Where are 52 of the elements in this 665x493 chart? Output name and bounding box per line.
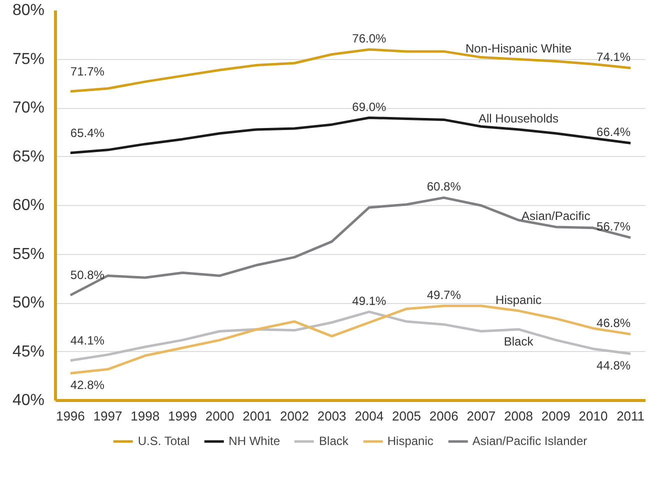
x-tick-label: 2011 xyxy=(616,408,645,424)
annotation: 46.8% xyxy=(596,316,631,330)
x-tick-label: 2002 xyxy=(280,408,309,424)
y-tick-label: 40% xyxy=(12,392,45,409)
annotation: 44.1% xyxy=(70,334,105,348)
y-tick-label: 80% xyxy=(12,2,45,19)
x-tick-label: 1997 xyxy=(93,408,122,424)
y-tick-label: 45% xyxy=(12,343,45,360)
x-tick-label: 2005 xyxy=(392,408,421,424)
x-tick-label: 2007 xyxy=(466,408,496,424)
annotation: 56.7% xyxy=(596,220,631,234)
x-tick-label: 1996 xyxy=(56,408,85,424)
annotation: 66.4% xyxy=(596,125,631,140)
x-tick-label: 2004 xyxy=(354,408,384,424)
x-tick-label: 2008 xyxy=(504,408,533,424)
legend-label: U.S. Total xyxy=(138,434,190,448)
x-tick-label: 2010 xyxy=(578,408,608,424)
y-tick-label: 50% xyxy=(12,294,45,312)
y-tick-label: 65% xyxy=(12,148,45,166)
annotation: 69.0% xyxy=(352,100,387,114)
x-tick-label: 1999 xyxy=(168,408,197,424)
annotation: 71.7% xyxy=(70,64,105,78)
y-tick-label: 60% xyxy=(12,197,45,214)
y-tick-label: 55% xyxy=(12,246,45,263)
y-tick-label: 75% xyxy=(12,50,45,68)
annotation: 74.1% xyxy=(596,50,631,64)
annotation: Hispanic xyxy=(496,292,542,307)
annotation: 44.8% xyxy=(596,358,631,373)
x-tick-label: 2001 xyxy=(242,408,272,424)
legend-label: NH White xyxy=(228,434,280,448)
annotation: 60.8% xyxy=(426,180,462,194)
annotation: Asian/Pacific xyxy=(522,208,590,223)
annotation: Black xyxy=(504,334,534,348)
annotation: 49.1% xyxy=(352,294,387,308)
line-series xyxy=(69,304,632,374)
annotation: 50.8% xyxy=(70,268,105,282)
annotation: 42.8% xyxy=(70,378,105,392)
annotation: Non-Hispanic White xyxy=(466,41,572,56)
legend-label: Hispanic xyxy=(387,434,434,448)
legend-label: Asian/Pacific Islander xyxy=(472,434,588,448)
x-tick-label: 1998 xyxy=(130,408,160,424)
annotation: 49.7% xyxy=(426,288,462,302)
x-tick-label: 2009 xyxy=(541,408,570,424)
line-series xyxy=(69,310,632,362)
annotation: 76.0% xyxy=(352,32,387,46)
x-tick-label: 2006 xyxy=(429,408,458,424)
x-tick-label: 2003 xyxy=(317,408,346,424)
annotation: All Households xyxy=(478,111,559,126)
x-tick-label: 2000 xyxy=(205,408,234,424)
legend-label: Black xyxy=(319,434,348,448)
annotation: 65.4% xyxy=(70,126,105,140)
y-tick-label: 70% xyxy=(12,100,45,116)
